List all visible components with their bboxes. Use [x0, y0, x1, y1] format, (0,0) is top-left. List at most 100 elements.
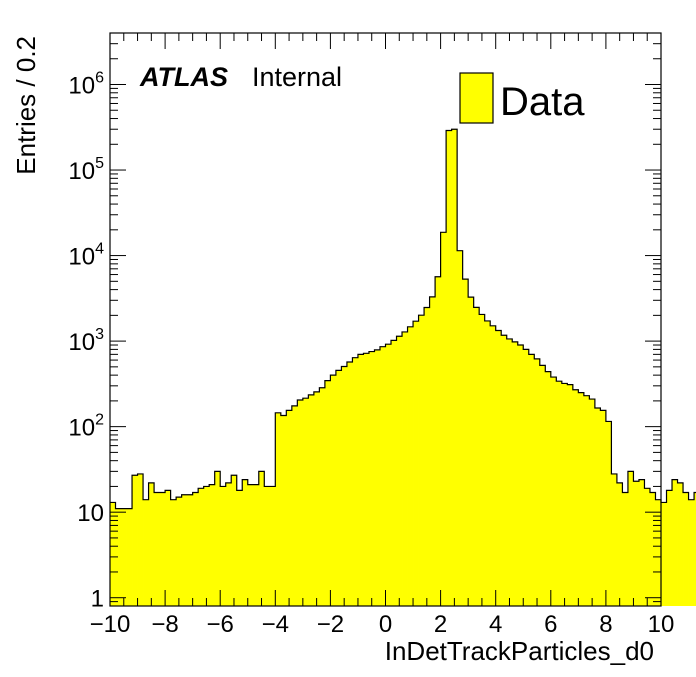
histogram-bar	[672, 479, 678, 606]
x-tick-label: −10	[90, 611, 131, 638]
histogram-bar	[154, 492, 160, 606]
atlas-label-text: ATLAS	[139, 62, 228, 92]
histogram-bar	[589, 399, 596, 606]
histogram-bar	[209, 484, 216, 606]
x-tick-label: −2	[317, 611, 344, 638]
histogram-bar	[512, 341, 519, 606]
histogram-bar	[523, 349, 530, 606]
legend-swatch	[459, 72, 494, 124]
y-tick-label: 105	[68, 155, 104, 185]
histogram-bar	[110, 502, 116, 606]
histogram-bar	[203, 486, 210, 606]
histogram-bar	[479, 314, 486, 606]
histogram-bar	[176, 497, 183, 606]
histogram-bar	[286, 410, 293, 606]
histogram-bar	[611, 473, 618, 606]
histogram-bar	[341, 366, 348, 606]
histogram-bar	[220, 486, 227, 606]
histogram-bar	[402, 331, 408, 606]
histogram-bar	[633, 481, 640, 606]
histogram-bar	[594, 408, 601, 606]
histogram-bar	[302, 398, 309, 606]
histogram-bar	[308, 394, 315, 606]
x-tick-label: −6	[207, 611, 234, 638]
histogram-bar	[148, 482, 155, 606]
legend-label: Data	[500, 80, 585, 124]
y-axis-title: Entries / 0.2	[11, 36, 41, 175]
y-tick-label: 104	[68, 241, 104, 271]
histogram-bar	[484, 320, 491, 606]
histogram-bar	[457, 250, 464, 606]
histogram-bar	[539, 365, 546, 606]
histogram-bar	[446, 130, 453, 606]
y-tick-label: 102	[68, 412, 104, 442]
histogram-bar	[396, 336, 403, 606]
histogram-bar	[649, 492, 656, 606]
x-tick-label: 6	[544, 611, 557, 638]
histogram-bar	[385, 344, 392, 606]
atlas-sublabel-text: Internal	[252, 62, 342, 92]
histogram-bar	[165, 490, 172, 606]
atlas-label: ATLAS Internal	[139, 62, 342, 92]
histogram-bar	[413, 321, 419, 606]
histogram-bar	[137, 473, 144, 606]
histogram-bar	[357, 354, 364, 606]
histogram-bar	[683, 492, 689, 606]
histogram-bar	[374, 349, 381, 606]
histogram-bar	[545, 371, 552, 606]
histogram-bar	[368, 351, 375, 606]
histogram-bar	[159, 492, 166, 606]
histogram-bar	[451, 129, 458, 607]
y-tick-labels: 1 10 102 103 104 105 106	[68, 69, 104, 612]
histogram-bar	[192, 492, 199, 606]
histogram-bar	[231, 475, 238, 606]
histogram-bar	[694, 492, 696, 606]
histogram-bar	[264, 486, 271, 606]
y-tick-label: 103	[68, 326, 104, 356]
x-axis-title: InDetTrackParticles_d0	[385, 636, 654, 666]
histogram-bar	[319, 387, 326, 606]
histogram-bar	[638, 479, 645, 606]
histogram-bar	[556, 381, 563, 606]
histogram-bar	[126, 508, 133, 606]
x-tick-label: 8	[599, 611, 612, 638]
histogram-bar	[346, 361, 353, 606]
histogram-bar	[132, 475, 138, 606]
histogram-bar	[490, 325, 497, 606]
x-tick-labels: −10 −8 −6 −4 −2 0 2 4 6 8 10	[90, 611, 675, 638]
histogram-bar	[462, 279, 469, 606]
histogram-bar	[335, 370, 342, 606]
x-tick-label: 4	[489, 611, 502, 638]
histogram-bar	[363, 353, 370, 606]
histogram-bar	[242, 479, 249, 606]
histogram-bar	[506, 338, 513, 606]
histogram-bar	[661, 502, 667, 606]
histogram-bars	[110, 129, 696, 607]
histogram-bar	[330, 375, 337, 606]
histogram-bar	[181, 494, 188, 606]
y-tick-label: 10	[77, 500, 104, 527]
x-tick-label: 0	[379, 611, 392, 638]
histogram-bar	[572, 389, 579, 606]
histogram-bar	[236, 490, 243, 606]
histogram-bar	[528, 354, 535, 606]
histogram-bar	[616, 482, 623, 606]
histogram-bar	[121, 508, 127, 606]
x-tick-label: 10	[648, 611, 675, 638]
histogram-bar	[258, 471, 265, 606]
histogram-bar	[578, 392, 585, 606]
histogram-bar	[198, 488, 205, 606]
histogram-bar	[605, 421, 612, 606]
axis-ticks	[109, 32, 662, 607]
x-tick-label: 2	[434, 611, 447, 638]
histogram-bar	[644, 488, 651, 606]
histogram-bar	[115, 508, 122, 606]
histogram-bar	[253, 484, 260, 606]
histogram-bar	[435, 276, 441, 606]
histogram-bar	[275, 412, 282, 606]
histogram-bar	[688, 499, 695, 606]
histogram-bar	[391, 340, 397, 606]
histogram-bar	[247, 484, 254, 606]
histogram-bar	[170, 499, 177, 606]
